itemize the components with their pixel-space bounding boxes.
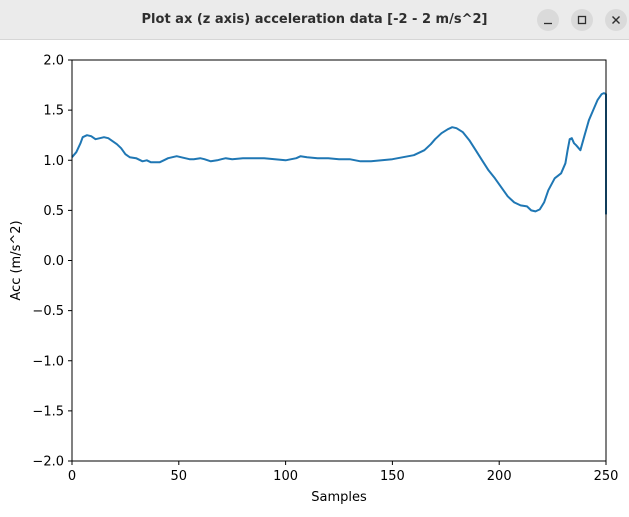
close-button[interactable] [605,9,627,31]
y-tick-label: −0.5 [32,304,64,319]
ticks-layer: 0 50 100 150 200 250 −2.0 −1.5 −1.0 −0.5 0.0 0.5 1.0… [32,54,618,485]
maximize-icon [577,15,587,25]
x-tick-label: 250 [594,469,619,484]
plot-line-layer [71,92,607,215]
acceleration-chart: 0 50 100 150 200 250 −2.0 −1.5 −1.0 −0.5 0.0 0.5 1.0… [9,54,618,506]
minimize-icon [544,22,552,25]
y-tick-label: −1.5 [32,404,64,419]
x-tick-label: 100 [273,469,298,484]
x-tick-label: 150 [380,469,405,484]
minimize-button[interactable] [537,9,559,31]
y-tick-label: 2.0 [43,54,64,69]
y-axis-label: Acc (m/s^2) [9,220,24,300]
y-tick-label: 1.0 [43,154,64,169]
y-tick-label: 1.5 [43,104,64,119]
x-tick-label: 200 [487,469,512,484]
y-tick-label: 0.5 [43,204,64,219]
acceleration-series-line [71,92,607,215]
axes-frame [71,59,607,462]
close-icon [612,16,620,24]
window-titlebar[interactable]: Plot ax (z axis) acceleration data [-2 -… [0,0,629,40]
x-tick-label: 0 [68,469,76,484]
maximize-button[interactable] [571,9,593,31]
x-tick-label: 50 [171,469,188,484]
x-axis-label: Samples [311,490,367,505]
y-tick-label: −1.0 [32,354,64,369]
window-title: Plot ax (z axis) acceleration data [-2 -… [141,12,488,27]
y-tick-label: 0.0 [43,254,64,269]
y-tick-label: −2.0 [32,455,64,470]
plot-canvas: 0 50 100 150 200 250 −2.0 −1.5 −1.0 −0.5 0.0 0.5 1.0… [0,40,629,513]
